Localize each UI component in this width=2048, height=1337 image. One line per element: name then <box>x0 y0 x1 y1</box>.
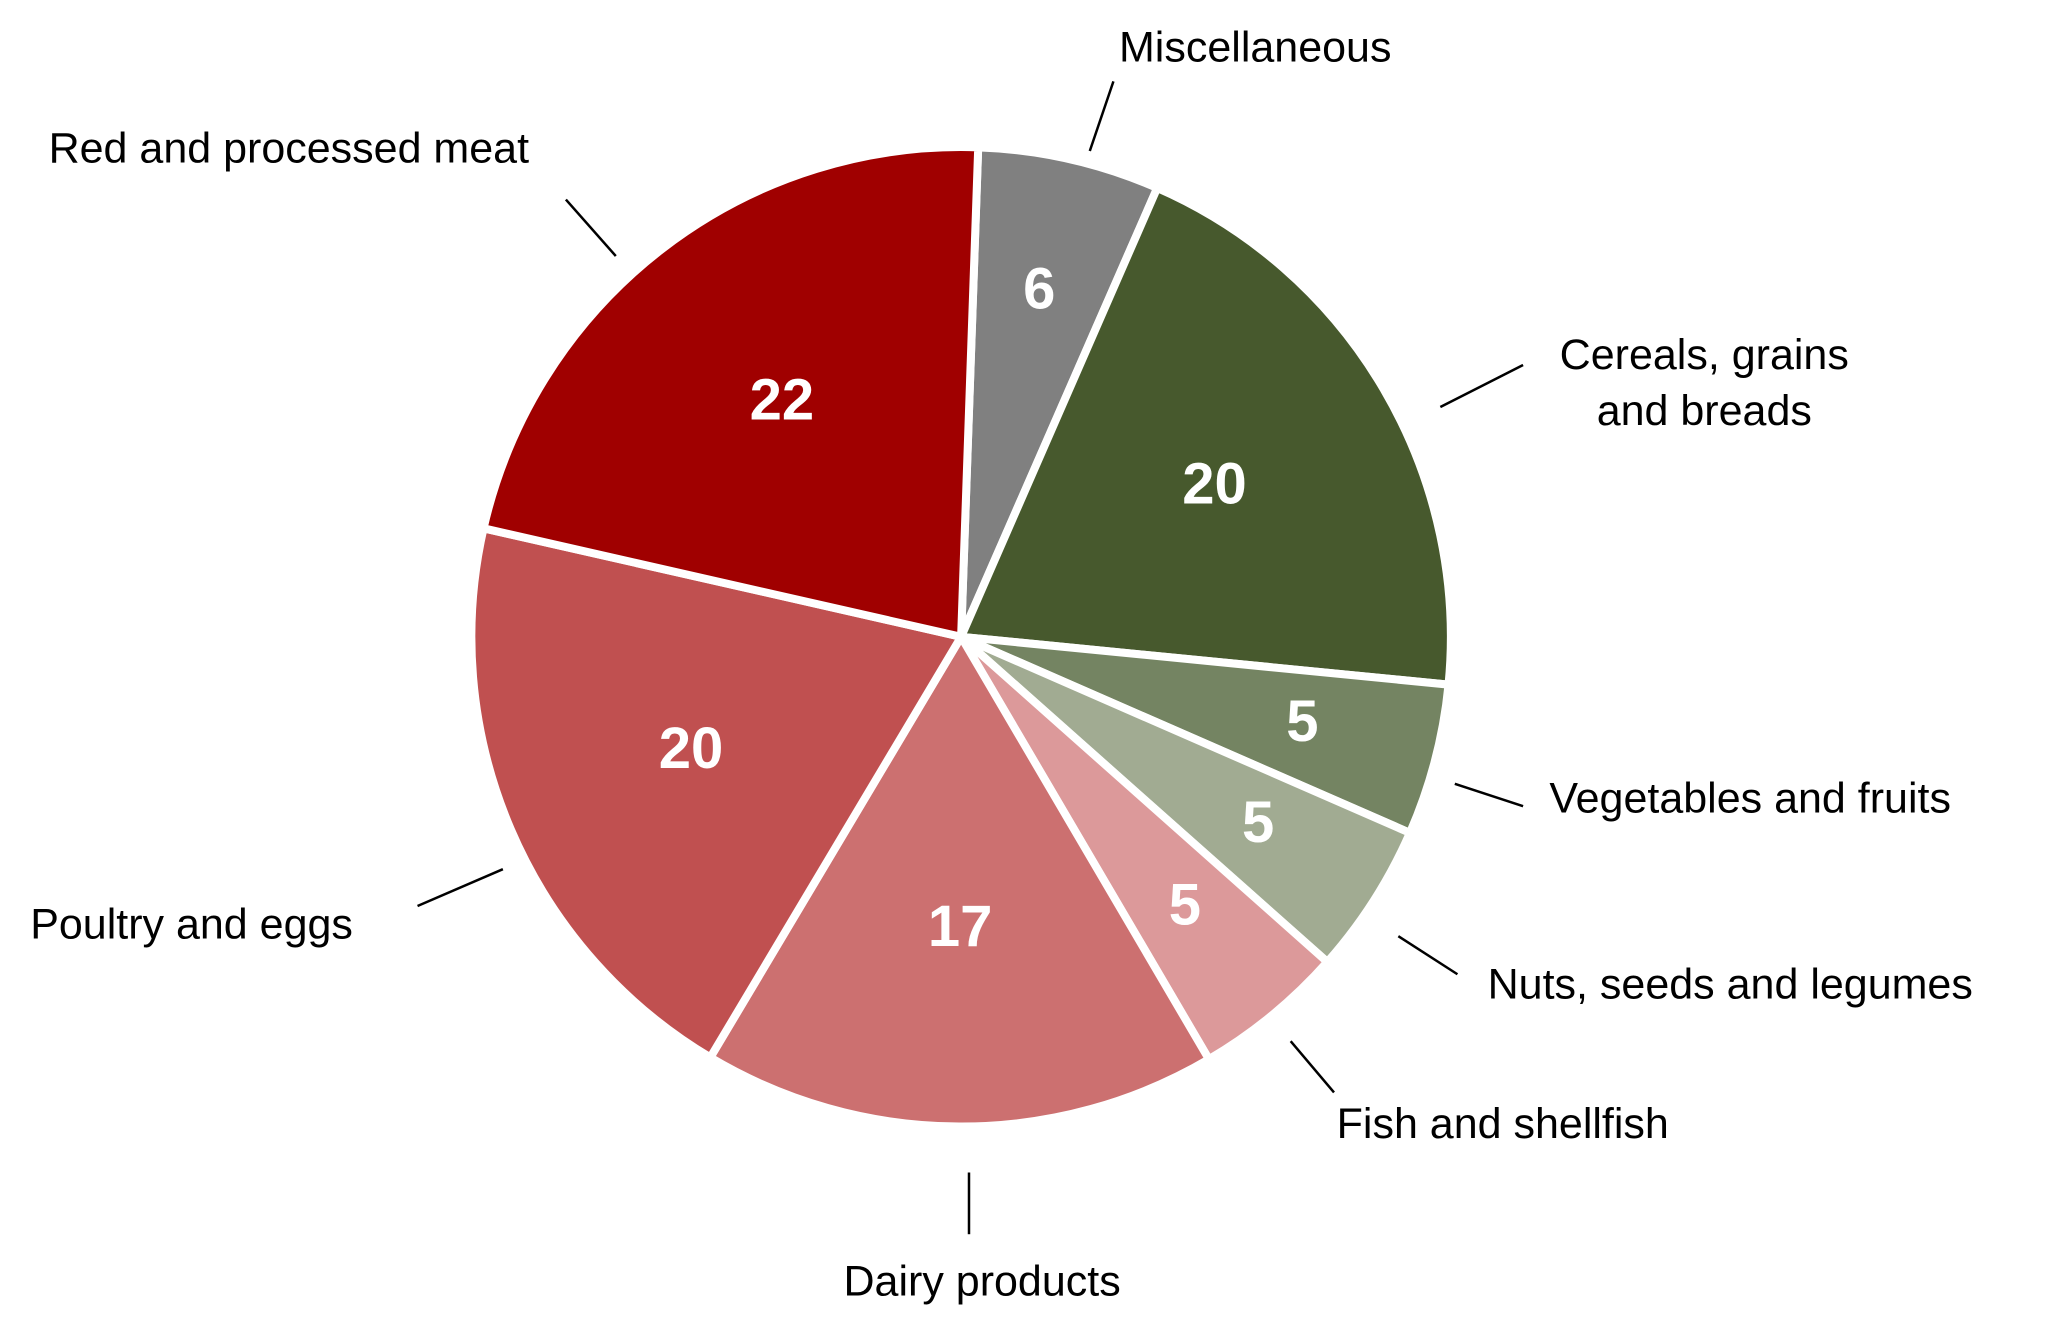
value-label: 5 <box>1169 873 1201 938</box>
category-label: Cereals, grains and breads <box>1560 331 1849 435</box>
category-label-line: Cereals, grains <box>1560 331 1849 379</box>
pie-slice <box>706 632 1213 1131</box>
category-label: Red and processed meat <box>49 124 530 172</box>
leader-line <box>1439 363 1524 409</box>
pie-slice <box>957 184 1455 689</box>
pie-slice <box>479 143 983 641</box>
category-label-line: and breads <box>1597 387 1812 435</box>
category-label: Vegetables and fruits <box>1549 774 1951 822</box>
value-label: 22 <box>750 367 815 432</box>
category-label: Nuts, seeds and legumes <box>1488 961 1973 1009</box>
pie-slice <box>467 524 966 1062</box>
leader-line <box>417 868 504 908</box>
value-label: 17 <box>928 894 993 959</box>
category-label: Poultry and eggs <box>30 900 353 948</box>
pie-slice <box>957 143 1162 641</box>
value-label: 6 <box>1023 256 1055 321</box>
value-label: 20 <box>659 716 724 781</box>
leader-line <box>564 198 617 257</box>
value-label: 5 <box>1242 790 1274 855</box>
leader-line <box>1397 935 1459 976</box>
leader-line <box>1454 782 1524 808</box>
value-label: 20 <box>1182 451 1247 516</box>
category-label: Miscellaneous <box>1119 23 1391 71</box>
leader-line <box>1088 81 1115 152</box>
leader-line <box>1289 1040 1335 1094</box>
category-label: Dairy products <box>844 1257 1121 1305</box>
category-label: Fish and shellfish <box>1337 1100 1669 1148</box>
value-label: 5 <box>1286 689 1318 754</box>
